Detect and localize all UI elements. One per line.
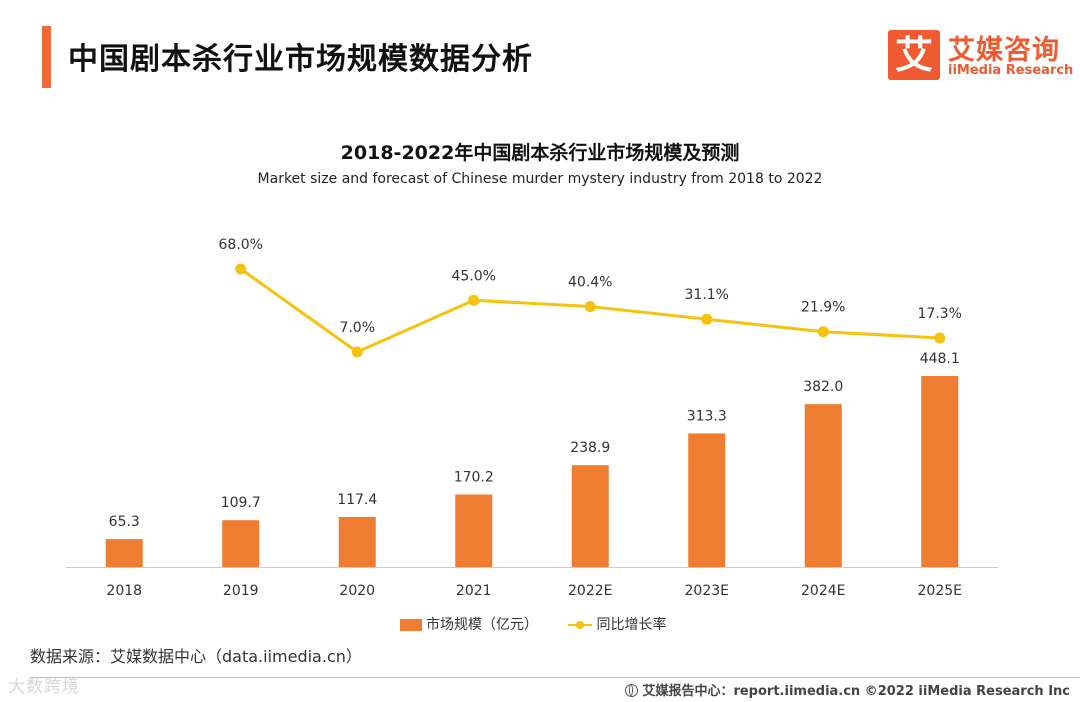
iimedia-logo: 艾 艾媒咨询 iiMedia Research	[888, 30, 1073, 82]
growth-value-label-2019: 68.0%	[219, 237, 263, 253]
page-title: 中国剧本杀行业市场规模数据分析	[68, 42, 533, 77]
growth-point-2021	[468, 294, 480, 306]
footer-divider	[30, 677, 1080, 678]
footer-text: 艾媒报告中心：report.iimedia.cn ©2022 iiMedia R…	[642, 684, 1070, 699]
growth-value-label-2025E: 17.3%	[918, 306, 962, 322]
watermark-text: 大数跨境	[8, 677, 80, 697]
bar-2024E	[804, 404, 842, 567]
growth-point-2022E	[584, 301, 596, 313]
bar-2022E	[571, 465, 609, 567]
growth-point-2020	[351, 346, 363, 358]
bar-value-label-2022E: 238.9	[570, 440, 610, 456]
growth-value-label-2022E: 40.4%	[568, 275, 612, 291]
bar-2025E	[921, 376, 959, 567]
x-tick-label-2020: 2020	[339, 583, 375, 599]
growth-value-label-2023E: 31.1%	[685, 287, 729, 303]
growth-value-label-2021: 45.0%	[452, 268, 496, 284]
bar-2018	[105, 539, 143, 567]
chart-subtitle: Market size and forecast of Chinese murd…	[257, 171, 823, 187]
legend-item-market-size: 市场规模（亿元）	[400, 614, 538, 634]
bar-value-label-2020: 117.4	[337, 492, 377, 508]
chart-legend: 市场规模（亿元） 同比增长率	[400, 614, 692, 634]
growth-point-2019	[235, 263, 247, 275]
legend-label-growth-rate: 同比增长率	[596, 617, 667, 633]
legend-label-market-size: 市场规模（亿元）	[426, 617, 538, 633]
growth-point-2023E	[701, 313, 713, 325]
x-tick-label-2019: 2019	[223, 583, 259, 599]
x-tick-label-2021: 2021	[456, 583, 492, 599]
bar-2023E	[688, 433, 726, 567]
growth-point-2024E	[817, 326, 829, 338]
bar-value-label-2024E: 382.0	[803, 379, 843, 395]
logo-mark-icon: 艾	[888, 30, 940, 80]
data-source-note: 数据来源：艾媒数据中心（data.iimedia.cn）	[30, 647, 362, 666]
x-tick-label-2018: 2018	[106, 583, 142, 599]
x-tick-label-2025E: 2025E	[918, 583, 962, 599]
bar-swatch-icon	[400, 619, 422, 631]
growth-value-label-2020: 7.0%	[339, 320, 375, 336]
bar-value-label-2021: 170.2	[454, 469, 494, 485]
bar-2019	[222, 520, 260, 567]
legend-item-growth-rate: 同比增长率	[568, 614, 666, 634]
footer-credit: 艾媒报告中心：report.iimedia.cn ©2022 iiMedia R…	[625, 680, 1070, 699]
growth-value-label-2024E: 21.9%	[801, 300, 845, 316]
logo-cn-text: 艾媒咨询	[948, 35, 1060, 66]
globe-icon	[625, 684, 639, 697]
x-tick-label-2022E: 2022E	[568, 583, 612, 599]
title-accent-bar	[42, 26, 51, 88]
bar-value-label-2025E: 448.1	[920, 351, 960, 367]
logo-en-text: iiMedia Research	[948, 63, 1074, 78]
chart-title: 2018-2022年中国剧本杀行业市场规模及预测	[340, 142, 740, 164]
x-tick-label-2024E: 2024E	[801, 583, 845, 599]
x-tick-label-2023E: 2023E	[685, 583, 729, 599]
growth-point-2025E	[934, 332, 946, 344]
bar-2020	[338, 516, 376, 567]
bar-value-label-2019: 109.7	[221, 495, 261, 511]
bar-value-label-2023E: 313.3	[687, 408, 727, 424]
bar-2021	[455, 494, 493, 567]
line-swatch-icon	[568, 619, 593, 631]
bar-value-label-2018: 65.3	[109, 514, 140, 530]
